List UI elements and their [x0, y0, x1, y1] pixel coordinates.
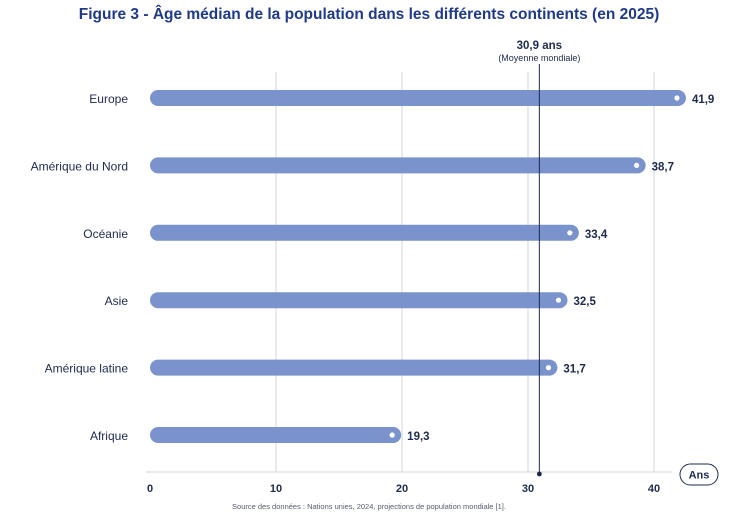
bar-end-dot — [567, 230, 573, 236]
data-label: 33,4 — [585, 229, 608, 241]
x-tick-label: 20 — [396, 483, 408, 495]
x-tick-label: 40 — [648, 483, 660, 495]
source-note: Source des données : Nations unies, 2024… — [232, 502, 506, 511]
data-label: 32,5 — [574, 296, 597, 308]
category-label: Afrique — [90, 429, 128, 443]
bar-end-dot — [555, 297, 562, 303]
x-tick-label: 0 — [147, 483, 153, 495]
x-tick-label: 10 — [270, 483, 282, 495]
reference-line-sublabel: (Moyenne mondiale) — [498, 53, 580, 63]
reference-line-group: 30,9 ans(Moyenne mondiale) — [498, 40, 580, 477]
chart-title: Figure 3 - Âge médian de la population d… — [78, 6, 660, 23]
axis-unit-pill — [679, 463, 719, 486]
bar-end-dot — [674, 95, 680, 101]
axis-unit-label: Ans — [689, 470, 710, 482]
bar-end-dot — [634, 162, 640, 168]
data-label: 19,3 — [407, 431, 429, 443]
bar-end-dot — [545, 365, 552, 371]
x-tick-label: 30 — [522, 483, 534, 495]
category-labels: Europe Amérique du Nord Océanie Asie Amériqu… — [31, 92, 129, 443]
category-label: Asie — [105, 294, 129, 308]
category-label: Amérique du Nord — [31, 159, 128, 173]
category-label: Europe — [89, 92, 128, 106]
data-label: 31,7 — [563, 364, 585, 376]
x-axis: 0 10 20 30 40 — [146, 471, 672, 495]
bars: 41,9 38,7 33,4 32,5 31,7 19,3 — [150, 90, 714, 443]
reference-line-label: 30,9 ans — [517, 40, 562, 52]
grid-layer — [275, 72, 655, 472]
category-label: Amérique latine — [45, 362, 129, 376]
reference-line-dot — [536, 471, 542, 477]
data-label: 41,9 — [692, 94, 714, 106]
bar-end-dot — [389, 432, 395, 438]
category-label: Océanie — [83, 227, 128, 241]
data-label: 38,7 — [652, 161, 674, 173]
axis-unit: Ans — [679, 463, 719, 486]
